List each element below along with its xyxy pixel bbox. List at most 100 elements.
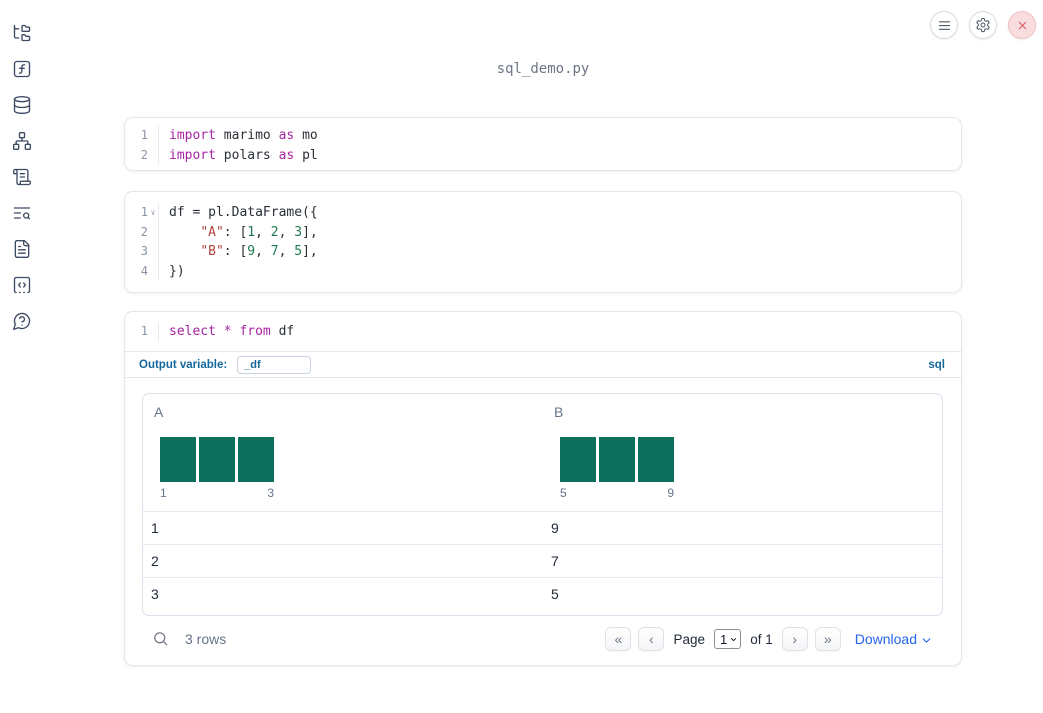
line-number-gutter: 1 <box>125 322 159 342</box>
sidebar-item-snippets[interactable] <box>11 274 33 295</box>
table-cell: 9 <box>551 520 559 536</box>
page-select-value: 1 <box>719 631 728 647</box>
table-cell: 7 <box>551 553 559 569</box>
topbar-actions <box>930 11 1036 39</box>
snippet-code-icon <box>13 276 31 293</box>
help-circle-icon <box>13 312 31 330</box>
sidebar-item-variables[interactable] <box>11 58 33 79</box>
hist-min-label: 5 <box>560 486 567 500</box>
table-header: A 1 3 B <box>143 394 942 511</box>
hist-max-label: 3 <box>267 486 274 500</box>
cell-output: A 1 3 B <box>125 393 961 665</box>
histogram-bar <box>638 437 674 482</box>
line-number: 1 <box>140 205 148 219</box>
previous-page-button[interactable]: ‹ <box>638 627 665 651</box>
line-number: 1 <box>140 324 148 338</box>
download-button[interactable]: Download <box>855 631 933 647</box>
code-line: import polars as pl <box>169 147 318 163</box>
hist-max-label: 9 <box>667 486 674 500</box>
pagination: « ‹ Page 1 of 1 › » <box>605 627 841 651</box>
column-name: A <box>154 404 164 420</box>
code-editor[interactable]: 1 select * from df <box>125 312 961 342</box>
gear-icon <box>976 17 990 33</box>
code-editor[interactable]: 1 ∨ 2 3 4 df = pl.DataFrame({ "A": [1, 2, 3]… <box>125 192 961 291</box>
sidebar-item-files[interactable] <box>11 22 33 43</box>
sidebar-item-logs[interactable] <box>11 202 33 223</box>
sql-cell: 1 select * from df Output variable: sql … <box>124 311 962 666</box>
network-icon <box>13 131 32 150</box>
page-of-label: of 1 <box>750 631 773 647</box>
code-line: import marimo as mo <box>169 128 318 143</box>
table-footer: 3 rows « ‹ Page 1 of 1 › » Download <box>125 621 961 657</box>
next-page-button[interactable]: › <box>781 627 808 651</box>
histogram-bar <box>599 437 635 482</box>
hamburger-icon <box>938 20 950 30</box>
text-search-icon <box>13 206 31 219</box>
column-name: B <box>554 404 564 420</box>
line-number: 1 <box>140 128 148 142</box>
sidebar-item-scratchpad[interactable] <box>11 166 33 187</box>
histogram-bar <box>199 437 235 482</box>
line-number: 4 <box>140 263 148 278</box>
chevron-down-icon <box>922 637 931 643</box>
sidebar-item-data-sources[interactable] <box>11 94 33 115</box>
code-line: df = pl.DataFrame({ <box>169 205 318 220</box>
page-label: Page <box>673 631 705 647</box>
histogram-bar <box>160 437 196 482</box>
sidebar <box>0 0 44 713</box>
settings-button[interactable] <box>969 11 997 39</box>
first-page-button[interactable]: « <box>605 627 632 651</box>
output-variable-input[interactable] <box>237 355 312 374</box>
column-header-a: A 1 3 <box>143 394 543 511</box>
sidebar-item-documentation[interactable] <box>11 238 33 259</box>
output-variable-label: Output variable: <box>139 358 228 371</box>
table-cell: 2 <box>151 553 159 569</box>
folder-tree-icon <box>13 24 31 41</box>
code-line: "B": [9, 7, 5], <box>200 244 318 259</box>
table-cell: 3 <box>151 586 159 602</box>
histogram-bar <box>238 437 274 482</box>
close-icon <box>1018 21 1026 29</box>
table-cell: 5 <box>551 586 559 602</box>
code-line: "A": [1, 2, 3], <box>200 224 318 240</box>
sidebar-item-help[interactable] <box>11 310 33 331</box>
scroll-icon <box>13 168 32 185</box>
code-line: select * from df <box>169 324 295 339</box>
sql-cell-options-row: Output variable: sql <box>125 352 961 378</box>
table-search-button[interactable] <box>151 630 169 648</box>
row-count: 3 rows <box>185 631 227 647</box>
notebook-filename: sql_demo.py <box>496 61 590 77</box>
line-number: 3 <box>140 244 148 258</box>
notebook-menu-button[interactable] <box>930 11 958 39</box>
line-number: 2 <box>140 147 148 162</box>
last-page-button[interactable]: » <box>814 627 841 651</box>
code-line: }) <box>169 263 185 279</box>
dataframe-table: A 1 3 B <box>142 393 943 616</box>
file-text-icon <box>14 239 30 258</box>
column-header-b: B 5 9 <box>543 394 942 511</box>
database-icon <box>13 95 31 114</box>
fold-toggle-icon[interactable]: ∨ <box>150 207 156 217</box>
table-cell: 1 <box>151 520 159 536</box>
shutdown-button[interactable] <box>1008 11 1036 39</box>
search-icon <box>153 632 167 646</box>
sidebar-item-dependencies[interactable] <box>11 130 33 151</box>
download-label: Download <box>854 631 917 647</box>
page-select[interactable]: 1 <box>713 629 742 649</box>
chevron-down-icon <box>731 637 737 641</box>
hist-min-label: 1 <box>160 486 167 500</box>
language-badge: sql <box>928 358 945 371</box>
column-histogram: 5 9 <box>560 437 674 500</box>
column-histogram: 1 3 <box>160 437 274 500</box>
line-number: 2 <box>140 224 148 239</box>
function-square-icon <box>13 60 31 77</box>
code-cell-dataframe: 1 ∨ 2 3 4 df = pl.DataFrame({ "A": [1, 2, 3]… <box>124 191 962 293</box>
